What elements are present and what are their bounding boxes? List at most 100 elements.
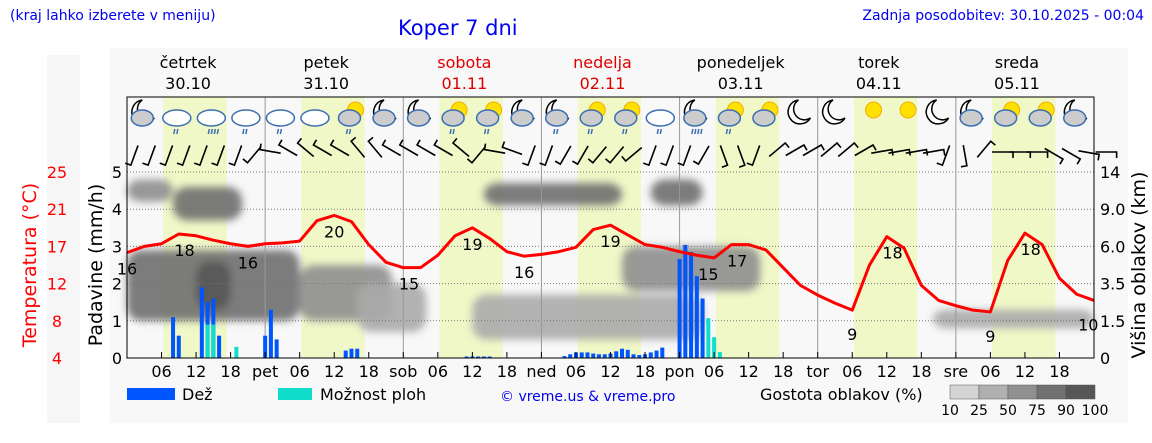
day-name: nedelja	[573, 53, 632, 72]
wind-barb-icon	[605, 146, 625, 164]
cloud-height-tick-label: 9.0	[1100, 200, 1125, 219]
cloud-rain-icon	[162, 109, 192, 135]
location-hint: (kraj lahko izberete v meniju)	[10, 8, 216, 24]
moon-cloud-icon	[406, 99, 432, 127]
sun-cloud-icon	[993, 101, 1021, 127]
cloud-density-blob	[127, 179, 174, 202]
last-updated: Zadnja posodobitev: 30.10.2025 - 00:04	[862, 8, 1144, 24]
rain-bar	[268, 309, 273, 358]
rain-bar	[263, 335, 268, 358]
day-name: sreda	[995, 53, 1039, 72]
rain-bar	[199, 287, 204, 358]
temp-tick-label: 25	[47, 163, 67, 182]
wind-barb-icon	[736, 145, 746, 168]
cloud-heavy-rain-icon	[196, 109, 227, 135]
wind-barb-icon	[176, 145, 191, 167]
moon-icon	[925, 99, 950, 125]
rain-bar	[176, 335, 181, 358]
wind-barb-icon	[466, 146, 487, 164]
cloud-density-blob	[173, 186, 243, 221]
moon-cloud-icon	[510, 99, 535, 127]
rain-bar	[637, 355, 642, 358]
density-scale-swatch	[1007, 384, 1038, 400]
precip-tick-label: 1	[112, 312, 122, 331]
temp-label: 15	[698, 265, 718, 284]
rain-bar	[274, 339, 279, 358]
cloud-density-blob	[357, 283, 427, 332]
wind-barb-icon	[142, 145, 157, 167]
x-tick-label: 18	[911, 362, 931, 381]
temp-label: 16	[514, 263, 534, 282]
x-tick-label: 18	[635, 362, 655, 381]
moon-cloud-heavy-rain-icon	[683, 99, 708, 135]
temp-label: 18	[1021, 240, 1041, 259]
wind-barb-icon	[329, 139, 350, 157]
rain-bar	[343, 350, 348, 358]
temp-label: 19	[462, 235, 482, 254]
temp-label: 15	[399, 275, 419, 294]
x-tick-label: 06	[842, 362, 862, 381]
wind-barb-icon	[871, 148, 894, 156]
rain-bar	[349, 348, 354, 358]
copyright-link[interactable]: © vreme.us & vreme.pro	[500, 389, 675, 405]
cloud-height-axis-label: Višina oblakov (km)	[1128, 172, 1150, 359]
sun-cloud-rain-icon	[441, 101, 468, 135]
temp-label: 17	[727, 252, 747, 271]
precip-tick-label: 5	[112, 163, 122, 182]
rain-bar	[614, 351, 619, 358]
x-tick-label: 06	[428, 362, 448, 381]
x-tick-label: ned	[526, 362, 556, 381]
rain-bar	[683, 244, 688, 358]
daylight-band	[853, 97, 918, 358]
wind-barb-icon	[259, 143, 281, 155]
day-date: 04.11	[856, 74, 902, 93]
temp-label: 20	[324, 222, 344, 241]
moon-cloud-icon	[1062, 99, 1088, 127]
rain-bar	[579, 352, 584, 358]
sun-icon	[865, 101, 883, 119]
day-name: sobota	[437, 53, 491, 72]
wind-barb-icon	[768, 141, 790, 158]
sun-cloud-icon	[752, 101, 779, 127]
wind-barb-icon	[572, 145, 589, 166]
sun-cloud-rain-icon	[614, 101, 641, 135]
rain-bar	[562, 356, 567, 358]
rain-bar	[602, 354, 607, 358]
wind-barb-icon	[719, 145, 729, 168]
rain-bar	[217, 335, 222, 358]
x-tick-label: 12	[738, 362, 758, 381]
cloud-height-tick-label: 3.5	[1100, 275, 1125, 294]
wind-barb-icon	[802, 143, 825, 157]
wind-barb-icon	[785, 143, 808, 157]
rain-bar	[171, 317, 176, 358]
showers-bar	[706, 318, 711, 358]
cloud-density-blob	[472, 294, 703, 340]
wind-barb-icon	[415, 139, 436, 157]
precip-tick-label: 0	[112, 349, 122, 368]
rain-bar	[568, 354, 573, 358]
precip-tick-label: 3	[112, 237, 122, 256]
cloud-height-tick-label: 14	[1100, 163, 1120, 182]
wind-barb-icon	[277, 139, 298, 157]
moon-cloud-icon	[130, 99, 155, 127]
cloud-density-blob	[196, 261, 231, 310]
wind-barb-icon	[483, 143, 506, 155]
rain-legend-swatch	[127, 388, 175, 400]
wind-barb-icon	[922, 148, 946, 156]
cloud-density-blob	[650, 179, 703, 206]
wind-barb-icon	[501, 141, 523, 156]
wind-barb-icon	[312, 139, 333, 157]
day-date: 30.10	[165, 74, 211, 93]
x-tick-label: 18	[220, 362, 240, 381]
density-scale-swatch	[949, 384, 980, 400]
wind-barb-icon	[194, 145, 208, 167]
rain-bar	[596, 354, 601, 358]
rain-bar	[591, 353, 596, 358]
density-scale-label: 100	[1082, 403, 1109, 419]
wind-barb-icon	[587, 146, 607, 164]
wind-barb-icon	[1078, 149, 1101, 161]
rain-bar	[654, 350, 659, 358]
moon-icon	[787, 99, 812, 125]
day-date: 01.11	[441, 74, 487, 93]
moon-cloud-rain-icon	[544, 99, 570, 135]
